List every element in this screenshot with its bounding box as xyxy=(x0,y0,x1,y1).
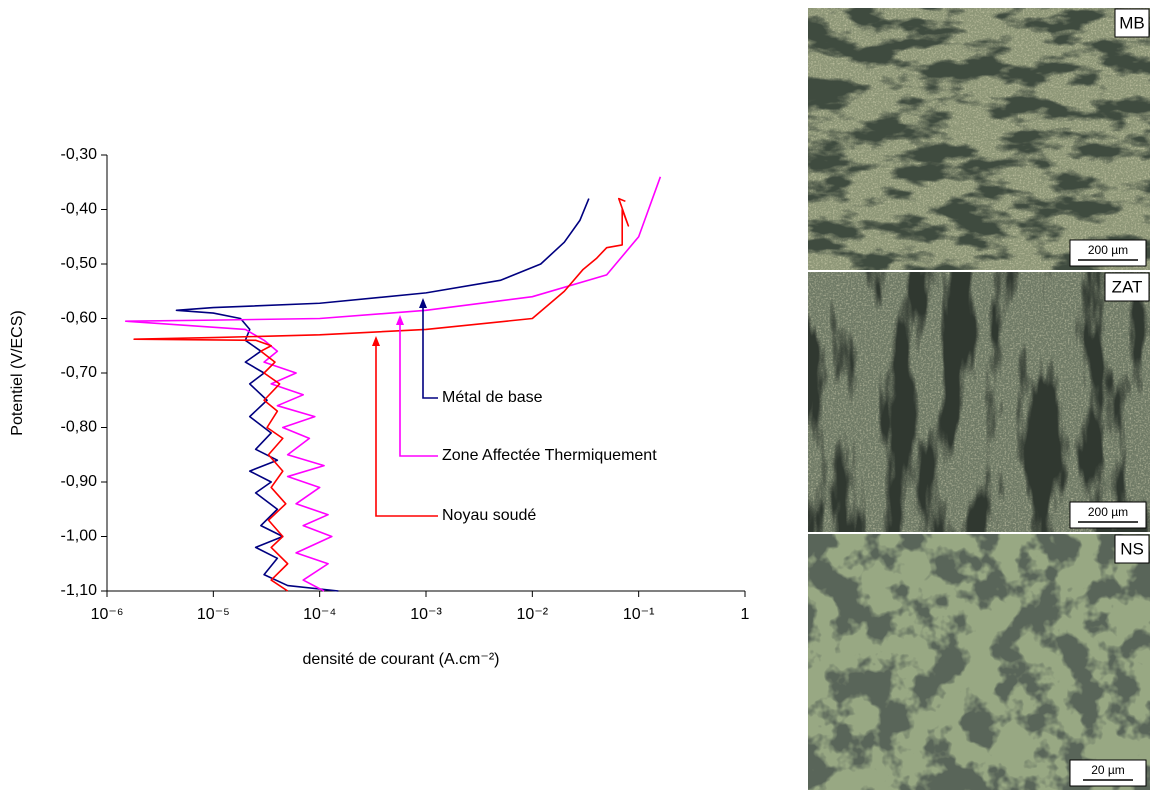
x-tick-label: 10⁻⁶ xyxy=(91,606,124,623)
callout-arrowhead xyxy=(419,298,427,308)
scale-label: 20 µm xyxy=(1091,763,1125,777)
panel-label: NS xyxy=(1120,539,1144,558)
y-tick-label: -0,30 xyxy=(61,146,98,163)
callout-arrowhead xyxy=(372,336,380,346)
x-tick-label: 10⁻¹ xyxy=(623,606,655,623)
micrograph-panels xyxy=(808,8,1150,790)
y-tick-label: -0,60 xyxy=(61,310,98,327)
callout-arrowhead xyxy=(396,315,404,325)
x-tick-label: 1 xyxy=(741,606,750,623)
y-tick-label: -0,90 xyxy=(61,473,98,490)
scale-box xyxy=(1069,239,1147,267)
y-tick-label: -0,40 xyxy=(61,201,98,218)
callout-label: Zone Affectée Thermiquement xyxy=(442,447,657,464)
y-tick-label: -0,80 xyxy=(61,419,98,436)
callout-arrow-line xyxy=(399,323,438,457)
x-axis-label: densité de courant (A.cm⁻²) xyxy=(303,651,500,668)
x-tick-label: 10⁻² xyxy=(517,606,549,623)
panel-label-box xyxy=(1114,534,1150,564)
x-tick-label: 10⁻⁵ xyxy=(197,606,230,623)
callout-arrow-line xyxy=(375,344,438,517)
panel-label: MB xyxy=(1119,13,1145,32)
scale-label: 200 µm xyxy=(1088,505,1128,519)
y-tick-label: -1,00 xyxy=(61,528,98,545)
y-tick-label: -0,70 xyxy=(61,364,98,381)
scale-box xyxy=(1069,759,1147,787)
series-line xyxy=(124,176,662,592)
micrograph-texture xyxy=(808,534,1150,790)
x-tick-label: 10⁻⁴ xyxy=(303,606,336,623)
callout-label: Métal de base xyxy=(442,389,543,406)
panel-label: ZAT xyxy=(1112,277,1143,296)
series-line xyxy=(175,198,590,592)
scale-box xyxy=(1069,501,1147,529)
x-tick-label: 10⁻³ xyxy=(410,606,442,623)
scale-label: 200 µm xyxy=(1088,243,1128,257)
panel-label-box xyxy=(1114,8,1150,38)
y-tick-label: -1,10 xyxy=(61,582,98,599)
y-axis-label: Potentiel (V/ECS) xyxy=(9,310,26,435)
y-tick-label: -0,50 xyxy=(61,255,98,272)
micrograph-texture xyxy=(808,8,1150,270)
callout-label: Noyau soudé xyxy=(442,507,536,524)
series-line xyxy=(133,197,630,592)
panel-label-box xyxy=(1104,272,1150,302)
micrograph-texture xyxy=(808,272,1150,532)
callout-arrow-line xyxy=(422,306,438,399)
